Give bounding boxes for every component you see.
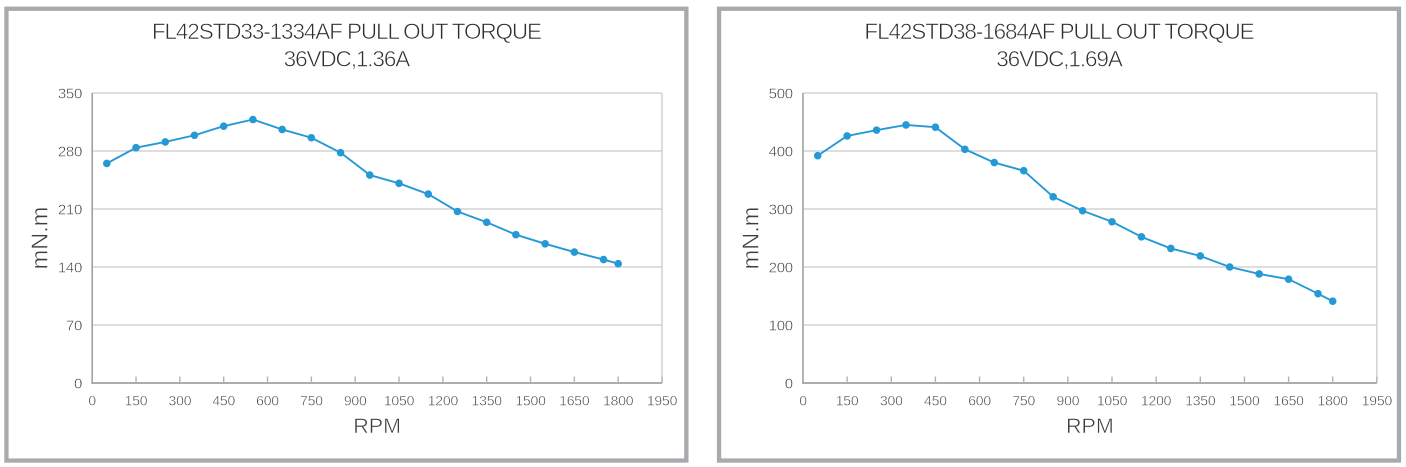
svg-text:1200: 1200 [1141,393,1172,409]
svg-text:200: 200 [769,260,793,277]
svg-text:350: 350 [58,86,82,103]
svg-text:0: 0 [74,376,82,393]
svg-text:1950: 1950 [647,393,678,409]
svg-text:1350: 1350 [1185,393,1216,409]
svg-text:1800: 1800 [603,393,634,409]
svg-text:140: 140 [58,260,82,277]
svg-text:900: 900 [344,393,367,409]
svg-text:600: 600 [968,393,991,409]
svg-text:70: 70 [66,318,82,335]
svg-text:1650: 1650 [1273,393,1304,409]
svg-text:1200: 1200 [428,393,459,409]
svg-text:1350: 1350 [472,393,503,409]
svg-text:1650: 1650 [559,393,590,409]
svg-text:600: 600 [256,393,279,409]
svg-text:mN.m: mN.m [737,207,763,270]
svg-text:750: 750 [1012,393,1035,409]
svg-text:1950: 1950 [1362,393,1393,409]
svg-text:400: 400 [769,144,793,161]
svg-text:0: 0 [799,393,807,409]
svg-text:210: 210 [58,202,82,219]
svg-text:RPM: RPM [353,414,401,438]
svg-text:36VDC,1.69A: 36VDC,1.69A [996,46,1123,71]
svg-text:300: 300 [880,393,903,409]
svg-text:36VDC,1.36A: 36VDC,1.36A [284,46,411,71]
svg-text:1050: 1050 [384,393,415,409]
svg-text:1050: 1050 [1097,393,1128,409]
svg-text:150: 150 [836,393,859,409]
svg-text:100: 100 [769,318,793,335]
svg-text:500: 500 [769,86,793,103]
svg-text:FL42STD38-1684AF PULL OUT TORQ: FL42STD38-1684AF PULL OUT TORQUE [864,19,1254,44]
svg-text:0: 0 [88,393,96,409]
svg-text:1500: 1500 [1229,393,1260,409]
svg-text:150: 150 [125,393,148,409]
svg-text:280: 280 [58,144,82,161]
svg-text:RPM: RPM [1066,414,1114,438]
svg-text:1500: 1500 [515,393,546,409]
svg-text:750: 750 [300,393,323,409]
svg-text:FL42STD33-1334AF PULL OUT TORQ: FL42STD33-1334AF PULL OUT TORQUE [152,19,542,44]
svg-text:450: 450 [212,393,235,409]
svg-text:300: 300 [769,202,793,219]
svg-text:450: 450 [924,393,947,409]
svg-text:mN.m: mN.m [27,207,53,270]
svg-text:1800: 1800 [1318,393,1349,409]
svg-text:900: 900 [1057,393,1080,409]
svg-text:0: 0 [785,376,793,393]
svg-text:300: 300 [169,393,192,409]
